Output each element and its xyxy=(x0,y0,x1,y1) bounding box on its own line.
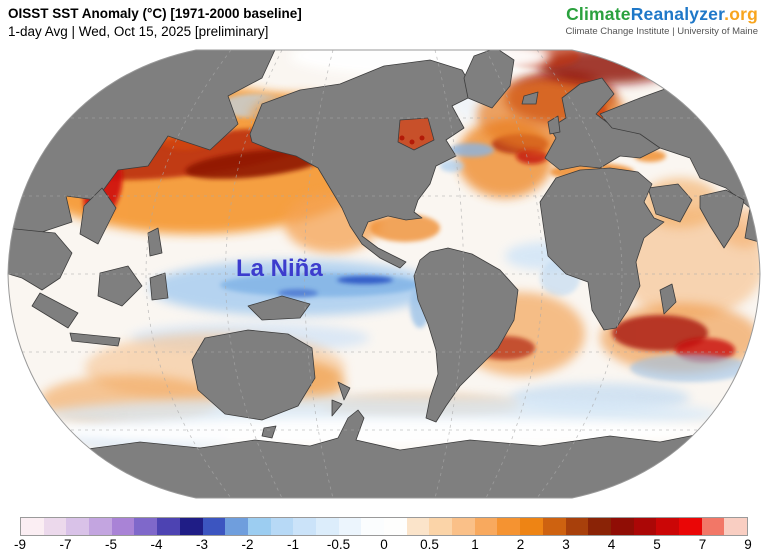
colorbar-segment xyxy=(202,518,226,535)
colorbar-segment xyxy=(293,518,316,535)
colorbar-tick-label: -2 xyxy=(241,537,254,552)
colorbar-segment xyxy=(361,518,384,535)
colorbar-tick-label: 0 xyxy=(380,537,388,552)
map-outline xyxy=(7,49,761,499)
colorbar-tick-label: 5 xyxy=(653,537,661,552)
continent-south-america xyxy=(413,247,519,423)
header: OISST SST Anomaly (°C) [1971-2000 baseli… xyxy=(8,5,302,41)
island-sumatra xyxy=(31,292,79,329)
colorbar-segment xyxy=(542,518,566,535)
colorbar-segment xyxy=(247,518,271,535)
great-lakes xyxy=(399,135,425,145)
colorbar-tick-label: 3 xyxy=(562,537,570,552)
island-greenland xyxy=(463,50,515,109)
colorbar-segment xyxy=(89,518,112,535)
colorbar-tick-label: 7 xyxy=(698,537,707,552)
colorbar-tick-label: -0.5 xyxy=(326,537,351,552)
colorbar-segment xyxy=(474,518,498,535)
colorbar-tick-label: -9 xyxy=(13,537,27,552)
colorbar-segment xyxy=(134,518,158,535)
island-tasmania xyxy=(261,425,277,439)
colorbar-segment xyxy=(452,518,475,535)
island-japan xyxy=(79,187,117,245)
island-new-guinea xyxy=(247,295,311,321)
island-new-zealand-south xyxy=(331,399,343,417)
brand-reanalyzer: Reanalyzer xyxy=(630,4,725,24)
continent-north-america xyxy=(249,59,477,269)
world-map-svg xyxy=(7,49,761,499)
colorbar-segment xyxy=(656,518,679,535)
colorbar-segment xyxy=(678,518,702,535)
colorbar-segment xyxy=(384,518,407,535)
colorbar-segment xyxy=(338,518,362,535)
island-madagascar xyxy=(659,283,677,315)
climatereanalyzer-logo-link[interactable]: ClimateReanalyzer.org xyxy=(565,4,758,25)
island-sulawesi xyxy=(149,272,169,301)
page-title: OISST SST Anomaly (°C) [1971-2000 baseli… xyxy=(8,6,302,21)
island-iceland xyxy=(521,91,539,105)
brand-tagline: Climate Change Institute | University of… xyxy=(565,26,758,37)
colorbar-tick-label: 1 xyxy=(471,537,479,552)
colorbar-tick-label: -7 xyxy=(59,537,72,552)
colorbar-segment xyxy=(43,518,67,535)
brand-block: ClimateReanalyzer.org Climate Change Ins… xyxy=(565,4,758,37)
continent-antarctica xyxy=(19,409,760,498)
colorbar-segment xyxy=(179,518,203,535)
colorbar-segment xyxy=(724,518,747,535)
island-new-zealand-north xyxy=(337,381,351,401)
brand-org: .org xyxy=(724,4,758,24)
island-philippines xyxy=(147,227,163,257)
region-arabia xyxy=(647,183,693,223)
colorbar-tick-label: -1 xyxy=(286,537,300,552)
colorbar-segment xyxy=(66,518,90,535)
colorbar-segment xyxy=(225,518,248,535)
colorbar-segment xyxy=(610,518,634,535)
colorbar-segment xyxy=(588,518,611,535)
island-java xyxy=(69,332,121,347)
colorbar-tick-label: 4 xyxy=(607,537,616,552)
colorbar-segment xyxy=(565,518,589,535)
graticule xyxy=(8,50,760,498)
colorbar-segment xyxy=(520,518,543,535)
region-indochina xyxy=(8,227,73,291)
colorbar-segment xyxy=(21,518,44,535)
colorbar-segment xyxy=(157,518,180,535)
brand-climate: Climate xyxy=(566,4,631,24)
continent-africa xyxy=(539,167,665,331)
colorbar-tick-label: -5 xyxy=(104,537,118,552)
colorbar-segment xyxy=(406,518,430,535)
region-india xyxy=(699,189,745,249)
colorbar xyxy=(20,517,748,536)
colorbar-tick-label: -3 xyxy=(195,537,209,552)
colorbar-segment xyxy=(497,518,521,535)
colorbar-segment xyxy=(429,518,453,535)
colorbar-tick-label: 0.5 xyxy=(420,537,439,552)
colorbar-tick-label: 2 xyxy=(516,537,525,552)
colorbar-segment xyxy=(111,518,135,535)
continent-australia xyxy=(191,329,316,421)
map-annotation: La Niña xyxy=(236,255,323,282)
colorbar-segment xyxy=(270,518,294,535)
colorbar-segment xyxy=(701,518,725,535)
sst-anomaly-map: La Niña xyxy=(0,38,768,510)
colorbar-ticks: -9 -7 -5 -4 -3 -2 -1 -0.5 0 0.5 1 2 3 4 5 7 9 xyxy=(14,537,752,553)
colorbar-tick-label: -4 xyxy=(150,537,163,552)
colorbar-segment xyxy=(633,518,657,535)
page-subtitle: 1-day Avg | Wed, Oct 15, 2025 [prelimina… xyxy=(8,24,269,40)
colorbar-tick-label: 9 xyxy=(744,537,752,552)
colorbar-segment xyxy=(315,518,339,535)
island-borneo xyxy=(97,265,143,307)
